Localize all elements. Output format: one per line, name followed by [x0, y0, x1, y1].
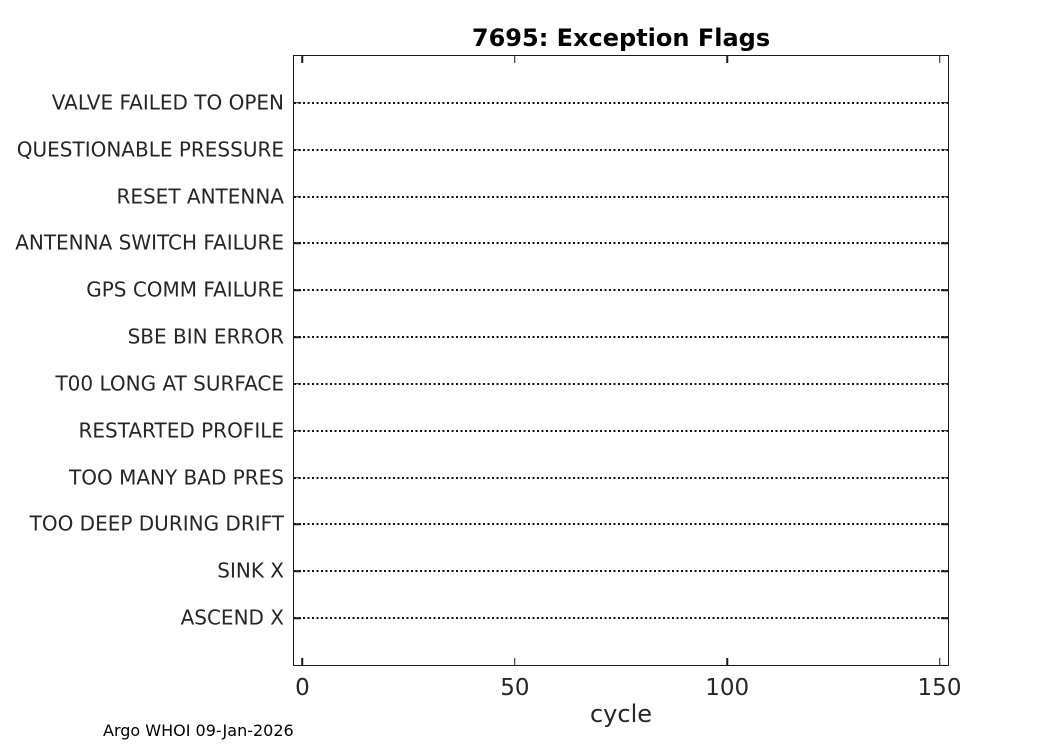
y-tick-mark-right: [941, 476, 948, 479]
y-tick-mark-left: [294, 289, 301, 291]
category-grid-line: [294, 101, 948, 104]
y-tick-mark-right: [941, 383, 948, 385]
x-tick-mark-bottom: [938, 658, 941, 665]
category-grid-line: [294, 523, 948, 526]
chart-title: 7695: Exception Flags: [471, 24, 771, 52]
y-tick-mark-right: [941, 336, 948, 338]
x-tick-mark-bottom: [301, 658, 304, 665]
y-category-label: ASCEND X: [180, 605, 284, 630]
y-category-label: TOO MANY BAD PRES: [69, 465, 284, 490]
y-tick-mark-left: [294, 476, 301, 479]
y-category-label: QUESTIONABLE PRESSURE: [16, 137, 284, 162]
category-grid-line: [294, 617, 948, 620]
category-grid-line: [294, 242, 948, 245]
x-tick-label: 0: [295, 675, 310, 701]
y-tick-mark-right: [941, 102, 948, 104]
y-category-label: SBE BIN ERROR: [127, 324, 284, 349]
category-grid-line: [294, 289, 948, 292]
y-tick-mark-right: [941, 148, 948, 151]
category-grid-line: [294, 148, 948, 151]
y-tick-mark-left: [294, 430, 301, 432]
x-tick-label: 50: [500, 675, 530, 701]
y-category-label: GPS COMM FAILURE: [86, 277, 284, 302]
x-tick-mark-bottom: [726, 658, 728, 665]
category-grid-line: [294, 336, 948, 339]
y-tick-mark-left: [294, 148, 301, 151]
y-tick-mark-left: [294, 242, 301, 245]
y-category-label: RESTARTED PROFILE: [78, 418, 284, 443]
y-tick-mark-right: [941, 570, 948, 573]
x-tick-label: 150: [917, 675, 962, 701]
y-category-label: VALVE FAILED TO OPEN: [51, 90, 284, 115]
y-tick-mark-right: [941, 430, 948, 432]
y-tick-mark-left: [294, 617, 301, 619]
x-axis-label: cycle: [589, 700, 653, 728]
y-tick-mark-left: [294, 336, 301, 338]
category-grid-line: [294, 476, 948, 479]
y-tick-mark-left: [294, 523, 301, 526]
y-category-label: T00 LONG AT SURFACE: [55, 371, 284, 396]
category-grid-line: [294, 570, 948, 573]
category-grid-line: [294, 382, 948, 385]
y-category-label: TOO DEEP DURING DRIFT: [29, 511, 284, 536]
y-category-label: ANTENNA SWITCH FAILURE: [15, 230, 284, 255]
x-tick-mark-bottom: [514, 658, 516, 665]
x-tick-mark-top: [301, 56, 304, 63]
y-tick-mark-left: [294, 195, 301, 198]
y-category-label: SINK X: [217, 558, 284, 583]
category-grid-line: [294, 195, 948, 198]
y-tick-mark-left: [294, 383, 301, 385]
x-tick-mark-top: [514, 56, 516, 63]
y-tick-mark-right: [941, 289, 948, 291]
y-tick-mark-right: [941, 617, 948, 619]
y-tick-mark-right: [941, 242, 948, 245]
y-tick-mark-left: [294, 570, 301, 573]
x-tick-mark-top: [726, 56, 728, 63]
x-tick-label: 100: [705, 675, 750, 701]
y-tick-mark-right: [941, 523, 948, 526]
category-grid-line: [294, 429, 948, 432]
y-tick-mark-left: [294, 102, 301, 104]
y-category-label: RESET ANTENNA: [116, 184, 284, 209]
plot-area: VALVE FAILED TO OPEN QUESTIONABLE PRESSUR…: [15, 55, 961, 701]
y-tick-mark-right: [941, 195, 948, 198]
x-tick-mark-top: [938, 56, 941, 63]
footer-annotation: Argo WHOI 09-Jan-2026: [103, 721, 294, 740]
